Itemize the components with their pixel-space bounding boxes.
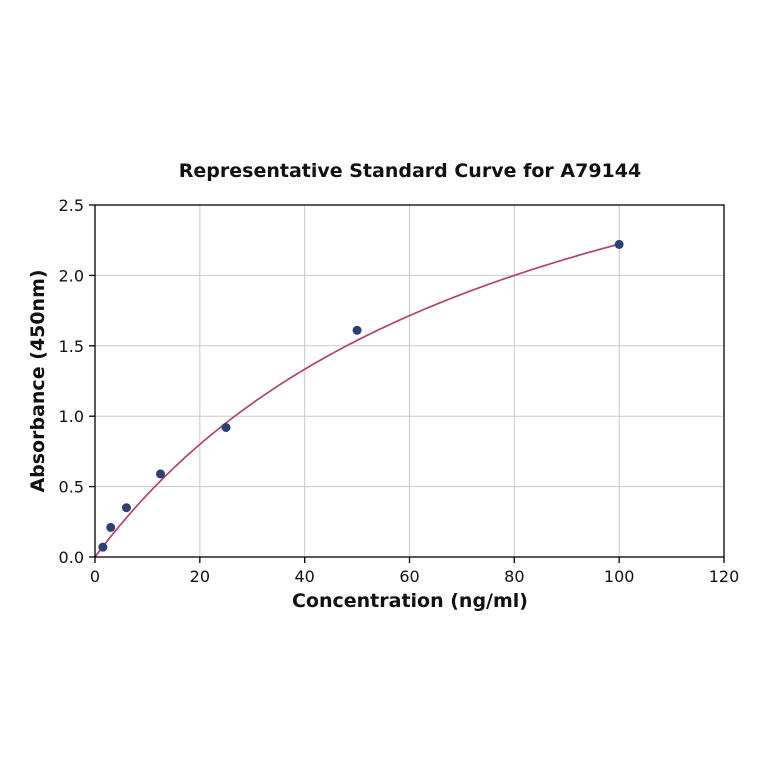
fit-curve: [94, 243, 620, 558]
x-axis-label: Concentration (ng/ml): [291, 590, 528, 612]
x-tick-label: 80: [504, 567, 524, 586]
x-tick-label: 100: [604, 567, 635, 586]
y-tick-label: 2.5: [59, 196, 84, 215]
x-tick-label: 60: [399, 567, 419, 586]
y-tick-label: 1.0: [59, 407, 84, 426]
data-point: [221, 422, 231, 432]
data-point: [614, 239, 624, 249]
y-tick-label: 0.0: [59, 548, 84, 567]
y-tick-label: 2.0: [59, 266, 84, 285]
x-tick-label: 40: [294, 567, 314, 586]
x-tick-label: 120: [709, 567, 740, 586]
data-point: [352, 325, 362, 335]
x-tick-label: 0: [90, 567, 100, 586]
data-point: [121, 503, 131, 513]
data-point: [156, 469, 166, 479]
chart-title: Representative Standard Curve for A79144: [178, 160, 642, 182]
y-tick-label: 0.5: [59, 478, 84, 497]
x-tick-label: 20: [190, 567, 210, 586]
data-point: [106, 522, 116, 532]
data-point: [98, 542, 108, 552]
y-tick-label: 1.5: [59, 337, 84, 356]
